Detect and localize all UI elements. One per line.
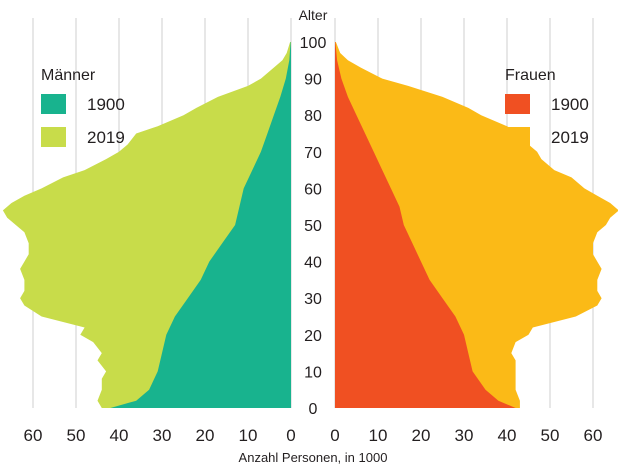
legend-title: Frauen xyxy=(505,67,556,84)
x-tick-right-60: 60 xyxy=(584,426,603,445)
age-tick-0: 0 xyxy=(309,401,318,418)
area-maenner-1900 xyxy=(110,42,292,408)
x-tick-right-40: 40 xyxy=(498,426,517,445)
legend-label-1900: 1900 xyxy=(87,95,125,114)
age-tick-80: 80 xyxy=(304,108,322,125)
age-tick-20: 20 xyxy=(304,328,322,345)
x-tick-right-10: 10 xyxy=(369,426,388,445)
legend-swatch-2019 xyxy=(41,127,66,147)
x-tick-right-30: 30 xyxy=(455,426,474,445)
x-tick-left-50: 50 xyxy=(67,426,86,445)
x-tick-left-40: 40 xyxy=(110,426,129,445)
legend-maenner: Männer 1900 2019 xyxy=(41,67,125,147)
y-axis-title: Alter xyxy=(299,7,328,23)
legend-label-2019: 2019 xyxy=(551,128,589,147)
age-tick-70: 70 xyxy=(304,145,322,162)
x-tick-left-0: 0 xyxy=(286,426,295,445)
x-tick-right-50: 50 xyxy=(541,426,560,445)
legend-swatch-1900 xyxy=(505,94,530,114)
age-tick-60: 60 xyxy=(304,181,322,198)
x-tick-left-60: 60 xyxy=(24,426,43,445)
age-tick-50: 50 xyxy=(304,218,322,235)
age-tick-40: 40 xyxy=(304,255,322,272)
legend-swatch-1900 xyxy=(41,94,66,114)
legend-label-2019: 2019 xyxy=(87,128,125,147)
x-tick-left-30: 30 xyxy=(153,426,172,445)
pyramid-areas xyxy=(2,42,618,408)
legend-swatch-2019 xyxy=(505,127,530,147)
x-tick-left-20: 20 xyxy=(196,426,215,445)
age-tick-labels: 0 10 20 30 40 50 60 70 80 90 100 xyxy=(300,35,327,418)
x-tick-left-10: 10 xyxy=(239,426,258,445)
age-tick-90: 90 xyxy=(304,72,322,89)
x-tick-right-20: 20 xyxy=(412,426,431,445)
x-tick-right-0: 0 xyxy=(330,426,339,445)
area-frauen-1900 xyxy=(335,42,516,408)
x-axis-title: Anzahl Personen, in 1000 xyxy=(239,450,388,465)
age-tick-100: 100 xyxy=(300,35,327,52)
age-tick-30: 30 xyxy=(304,291,322,308)
legend-title: Männer xyxy=(41,67,96,84)
age-tick-10: 10 xyxy=(304,364,322,381)
legend-label-1900: 1900 xyxy=(551,95,589,114)
x-tick-labels: 707060605050404030302020101000 xyxy=(24,426,603,445)
legend-frauen: Frauen 1900 2019 xyxy=(505,67,589,147)
